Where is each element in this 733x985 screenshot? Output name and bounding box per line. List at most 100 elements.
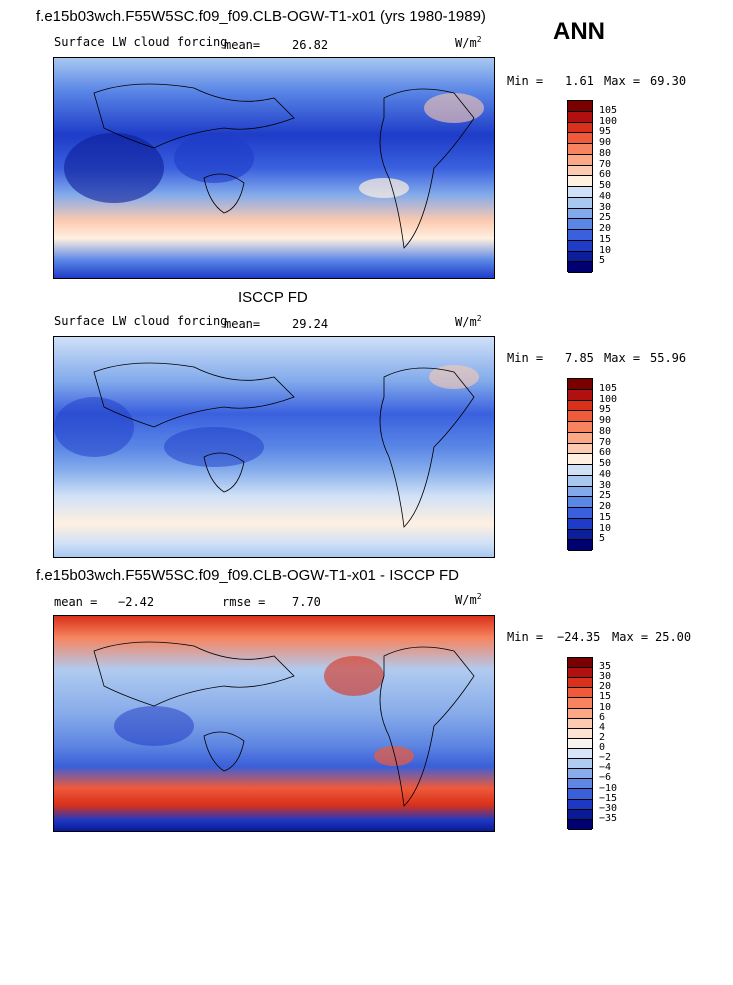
panel3-colorbar: 35 30 20 15 10 6 4 2 0 −2 −4 −6 −10 −15 −30 −35 xyxy=(567,657,617,830)
colorbar-swatch xyxy=(568,658,592,669)
panel3-map xyxy=(53,615,495,832)
panel1-min-label: Min = xyxy=(507,74,544,88)
colorbar-swatch xyxy=(568,251,592,263)
colorbar-swatch xyxy=(568,432,592,444)
panel3-units: W/m2 xyxy=(455,592,482,607)
panel3-rmse-label: rmse = xyxy=(222,595,266,609)
colorbar-level-label: 90 xyxy=(599,137,612,148)
panel1-units: W/m2 xyxy=(455,35,482,50)
colorbar-level-label: −2 xyxy=(599,752,612,764)
colorbar-swatch xyxy=(568,154,592,166)
panel1-mean-label: mean= xyxy=(224,38,261,52)
panel1-min-value: 1.61 xyxy=(565,74,594,88)
colorbar-swatch xyxy=(568,165,592,177)
colorbar-swatch xyxy=(568,809,592,820)
colorbar-swatch xyxy=(568,486,592,498)
colorbar-swatch xyxy=(568,176,592,187)
colorbar-swatch xyxy=(568,454,592,465)
colorbar-swatch xyxy=(568,540,592,551)
colorbar-level-label: 10 xyxy=(599,244,612,256)
colorbar-swatch xyxy=(568,122,592,134)
colorbar-swatch xyxy=(568,400,592,412)
colorbar-level-label: 40 xyxy=(599,190,612,202)
colorbar-level-label: −10 xyxy=(599,782,618,794)
panel2-max-value: 55.96 xyxy=(650,351,687,365)
panel2-min-value: 7.85 xyxy=(565,351,594,365)
colorbar-level-label: 80 xyxy=(599,147,612,159)
colorbar-swatch xyxy=(568,728,592,739)
panel3-mean-value: −2.42 xyxy=(118,595,155,609)
colorbar-level-label: 2 xyxy=(599,731,606,743)
colorbar-swatch xyxy=(568,819,592,830)
panel2-map-svg xyxy=(54,337,494,557)
colorbar-swatch xyxy=(568,789,592,800)
colorbar-level-label: 25 xyxy=(599,490,612,502)
colorbar-swatch xyxy=(568,389,592,401)
colorbar-swatch xyxy=(568,668,592,679)
colorbar-level-label: 90 xyxy=(599,415,612,426)
colorbar-level-label: 60 xyxy=(599,447,612,459)
colorbar-level-label: 4 xyxy=(599,721,606,733)
colorbar-swatch xyxy=(568,379,592,390)
colorbar-swatch xyxy=(568,475,592,487)
colorbar-level-label: −4 xyxy=(599,762,612,774)
colorbar-level-label: 95 xyxy=(599,126,612,138)
panel2-min-label: Min = xyxy=(507,351,544,365)
colorbar-swatch xyxy=(568,240,592,252)
panel2-title: ISCCP FD xyxy=(238,289,308,306)
colorbar-swatch xyxy=(568,197,592,209)
panel3-rmse-value: 7.70 xyxy=(292,595,321,609)
colorbar-level-label: 70 xyxy=(599,158,612,170)
panel1-max-value: 69.30 xyxy=(650,74,687,88)
panel2-units: W/m2 xyxy=(455,314,482,329)
panel1-max-label: Max = xyxy=(604,74,641,88)
colorbar-swatch xyxy=(568,497,592,508)
colorbar-level-label: 80 xyxy=(599,425,612,437)
colorbar-swatch xyxy=(568,422,592,433)
colorbar-swatch xyxy=(568,101,592,112)
colorbar-swatch xyxy=(568,738,592,749)
colorbar-level-label: 20 xyxy=(599,501,612,512)
colorbar-swatch xyxy=(568,698,592,709)
colorbar-level-label: 50 xyxy=(599,180,612,191)
colorbar-level-label: 10 xyxy=(599,701,612,713)
panel2-map xyxy=(53,336,495,558)
colorbar-swatch xyxy=(568,262,592,273)
panel2-max-label: Max = xyxy=(604,351,641,365)
colorbar-swatch xyxy=(568,678,592,689)
colorbar-level-label: 35 xyxy=(599,661,612,673)
colorbar-swatch xyxy=(568,759,592,770)
colorbar-level-label: −6 xyxy=(599,772,612,784)
colorbar-swatch xyxy=(568,708,592,719)
colorbar-level-label: 20 xyxy=(599,681,612,693)
colorbar-swatch xyxy=(568,779,592,790)
colorbar-level-label: 20 xyxy=(599,223,612,234)
colorbar-swatch xyxy=(568,187,592,198)
panel2-variable: Surface LW cloud forcing xyxy=(54,314,228,328)
colorbar-level-label: 15 xyxy=(599,691,612,703)
colorbar-level-label: 10 xyxy=(599,522,612,534)
panel3-mean-label: mean = xyxy=(54,595,98,609)
colorbar-swatch xyxy=(568,230,592,241)
colorbar-swatch xyxy=(568,518,592,530)
panel1-map-svg xyxy=(54,58,494,278)
colorbar-level-label: 5 xyxy=(599,533,606,545)
colorbar-swatch xyxy=(568,718,592,729)
colorbar-level-label: −15 xyxy=(599,792,618,804)
colorbar-swatch xyxy=(568,133,592,144)
colorbar-swatch xyxy=(568,799,592,810)
colorbar-swatch xyxy=(568,219,592,230)
colorbar-level-label: 25 xyxy=(599,212,612,224)
colorbar-level-label: 15 xyxy=(599,233,612,245)
colorbar-swatch xyxy=(568,411,592,422)
panel3-title: f.e15b03wch.F55W5SC.f09_f09.CLB-OGW-T1-x… xyxy=(36,567,459,584)
colorbar-swatch xyxy=(568,688,592,699)
panel3-min-value: −24.35 xyxy=(557,630,601,644)
colorbar-swatch xyxy=(568,465,592,476)
colorbar-level-label: 50 xyxy=(599,458,612,469)
panel3-max-label: Max = xyxy=(612,630,649,644)
colorbar-level-label: 60 xyxy=(599,169,612,181)
colorbar-level-label: 40 xyxy=(599,468,612,480)
panel3-map-svg xyxy=(54,616,494,831)
colorbar-level-label: 6 xyxy=(599,711,606,723)
